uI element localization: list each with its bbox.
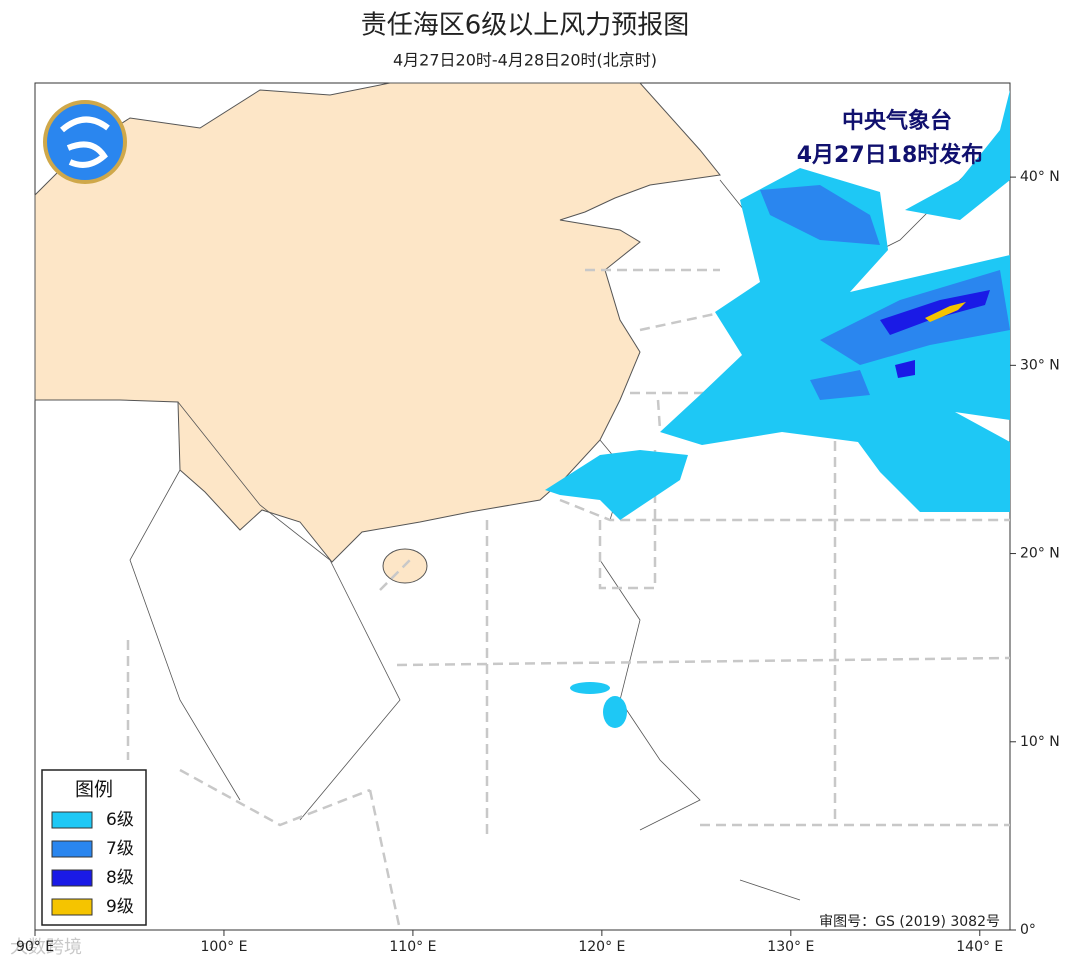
wind-area-7 xyxy=(760,185,1010,400)
title: 责任海区6级以上风力预报图 xyxy=(361,11,690,41)
legend-label: 7级 xyxy=(106,839,134,859)
lon-tick-label: 140° E xyxy=(956,939,1003,955)
map xyxy=(34,82,1011,931)
legend-label: 8级 xyxy=(106,868,134,888)
lon-tick-label: 90° E xyxy=(16,939,54,955)
lon-tick-label: 130° E xyxy=(767,939,814,955)
wind-area-6d xyxy=(603,696,627,728)
legend-label: 6级 xyxy=(106,810,134,830)
issue-time: 4月27日18时发布 xyxy=(797,142,984,168)
watermark: 大数跨境 xyxy=(10,937,82,958)
lat-tick-label: 10° N xyxy=(1020,734,1060,750)
lon-tick-label: 110° E xyxy=(389,939,436,955)
wind-area-6c xyxy=(905,90,1010,220)
lat-tick-label: 0° xyxy=(1020,922,1036,938)
legend-title: 图例 xyxy=(75,779,113,801)
lon-tick-label: 120° E xyxy=(578,939,625,955)
land-china xyxy=(34,82,721,563)
logo-mark xyxy=(60,116,110,168)
sea-area-lines xyxy=(126,268,1011,931)
lat-tick-label: 40° N xyxy=(1020,169,1060,185)
lat-tick-label: 30° N xyxy=(1020,357,1060,373)
wind-area-8 xyxy=(880,290,990,378)
map-number: 审图号：GS (2019) 3082号 xyxy=(819,914,1000,930)
wind-area-6b xyxy=(545,450,688,520)
issuer-name: 中央气象台 xyxy=(842,108,952,134)
legend-swatch xyxy=(51,869,93,887)
legend-swatch xyxy=(51,840,93,858)
lat-tick-label: 20° N xyxy=(1020,546,1060,562)
subtitle: 4月27日20时-4月28日20时(北京时) xyxy=(393,51,657,70)
legend-swatch xyxy=(51,898,93,916)
wind-area-6e xyxy=(570,682,610,694)
lon-tick-label: 100° E xyxy=(200,939,247,955)
wind-area-9 xyxy=(925,302,966,322)
legend-label: 9级 xyxy=(106,897,134,917)
legend-swatch xyxy=(51,811,93,829)
